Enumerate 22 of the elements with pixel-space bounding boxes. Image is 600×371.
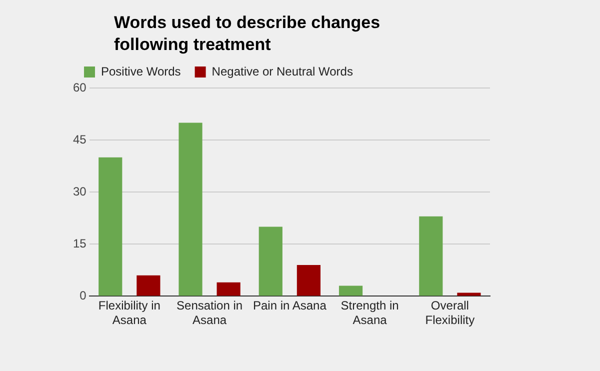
bar <box>338 286 363 296</box>
chart-title: Words used to describe changes following treatment <box>114 12 382 56</box>
y-tick-label: 60 <box>72 80 87 94</box>
y-tick-label: 0 <box>80 288 87 303</box>
bar <box>296 264 321 296</box>
legend-label: Positive Words <box>101 64 181 78</box>
y-tick-label: 15 <box>72 236 87 250</box>
bar <box>216 282 240 296</box>
x-tick-label: Flexibility in Asana <box>98 298 160 328</box>
y-tick-label: 45 <box>72 132 87 146</box>
y-tick-label: 30 <box>72 184 87 198</box>
legend-label: Negative or Neutral Words <box>212 64 353 78</box>
x-tick-label: Sensation in Asana <box>176 298 243 328</box>
bar <box>457 292 481 296</box>
bar <box>98 157 122 296</box>
x-tick-label: Strength in Asana <box>340 298 399 328</box>
bar <box>178 122 202 296</box>
x-tick-label: Pain in Asana <box>252 298 327 313</box>
bar <box>419 216 443 296</box>
x-tick-label: Overall Flexibility <box>425 298 475 328</box>
bar <box>258 226 282 296</box>
bar <box>136 275 160 296</box>
